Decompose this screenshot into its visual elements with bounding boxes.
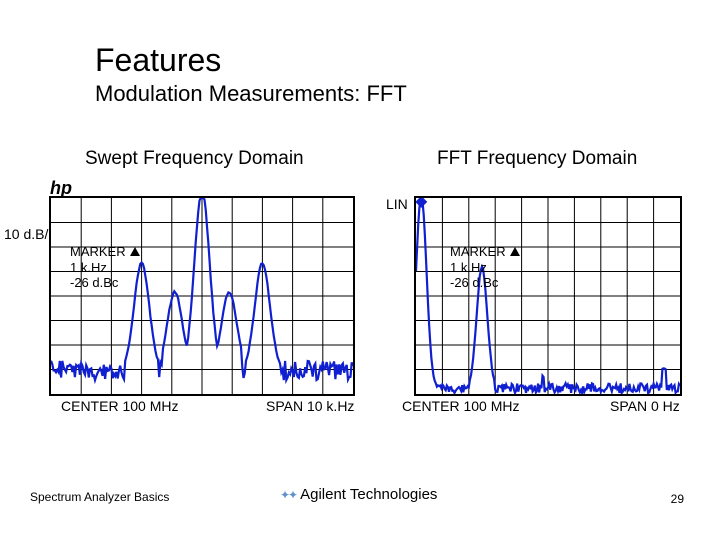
page-title: Features: [95, 42, 407, 79]
footer-text: Spectrum Analyzer Basics: [30, 490, 169, 504]
lin-label: LIN: [386, 196, 408, 212]
marker-label: MARKER: [70, 244, 126, 259]
swept-chart: [49, 196, 355, 396]
left-chart-title: Swept Frequency Domain: [85, 148, 304, 170]
page-number: 29: [671, 492, 684, 506]
agilent-logo: ✦✦ Agilent Technologies: [280, 486, 437, 503]
logo-text: Agilent Technologies: [300, 486, 437, 503]
left-span-label: SPAN 10 k.Hz: [266, 398, 354, 414]
marker-triangle-icon: [130, 247, 140, 256]
marker-freq: 1 k.Hz: [450, 260, 520, 276]
page-subtitle: Modulation Measurements: FFT: [95, 81, 407, 107]
logo-spark-icon: ✦✦: [280, 488, 296, 502]
right-marker-readout: MARKER 1 k.Hz -26 d.Bc: [450, 244, 520, 291]
right-center-label: CENTER 100 MHz: [402, 398, 519, 414]
marker-amp: -26 d.Bc: [450, 275, 520, 291]
y-axis-label: 10 d.B/: [4, 226, 48, 242]
left-marker-readout: MARKER 1 k.Hz -26 d.Bc: [70, 244, 140, 291]
marker-freq: 1 k.Hz: [70, 260, 140, 276]
right-chart-title: FFT Frequency Domain: [437, 148, 637, 170]
marker-triangle-icon: [510, 247, 520, 256]
fft-chart: [414, 196, 682, 396]
left-center-label: CENTER 100 MHz: [61, 398, 178, 414]
marker-amp: -26 d.Bc: [70, 275, 140, 291]
right-span-label: SPAN 0 Hz: [610, 398, 680, 414]
marker-label: MARKER: [450, 244, 506, 259]
